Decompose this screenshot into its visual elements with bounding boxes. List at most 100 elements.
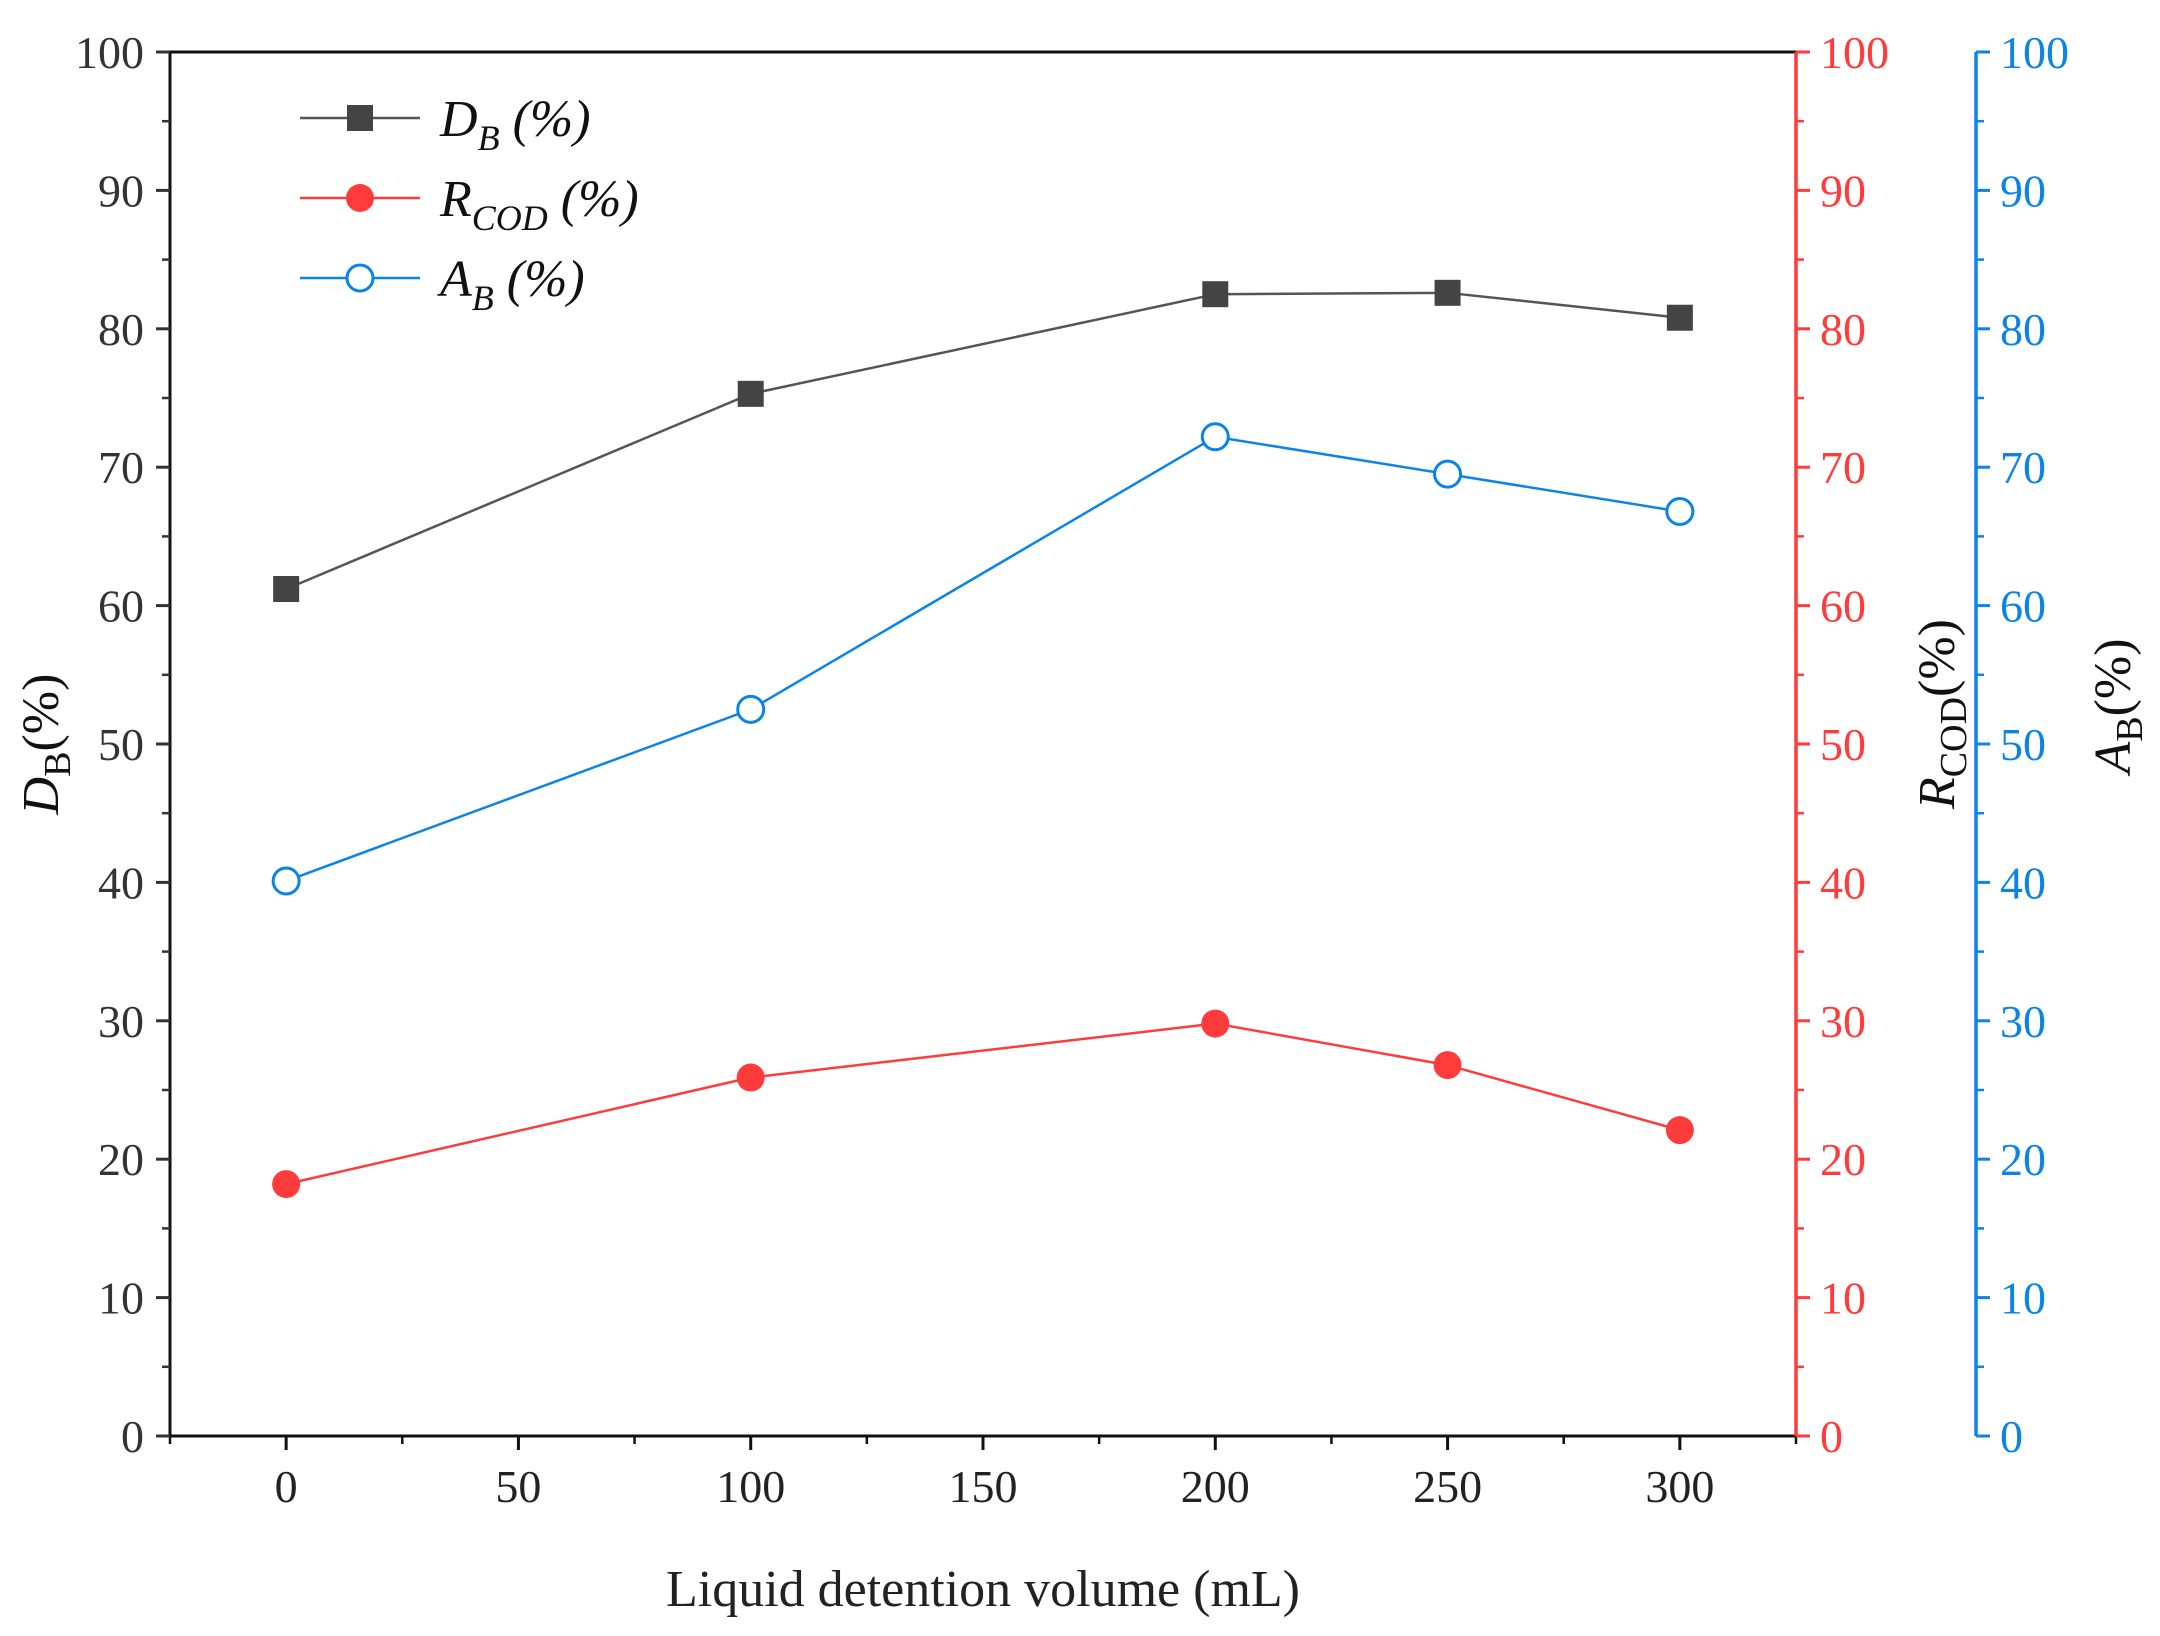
y-axis-right-rcod-tick-label: 80: [1820, 304, 1866, 355]
y-axis-right-ab-title: AB(%): [2085, 638, 2151, 776]
legend-label-main: D: [439, 91, 478, 148]
y-axis-right-ab-tick-label: 0: [2000, 1411, 2023, 1462]
series-2: [271, 422, 1695, 896]
y-axis-right-rcod-tick-label: 60: [1820, 581, 1866, 632]
x-tick-label: 0: [275, 1461, 298, 1512]
y-axis-left-title-sub: B: [37, 752, 79, 777]
y-axis-right-rcod-tick-label: 0: [1820, 1411, 1843, 1462]
legend-label: AB (%): [437, 251, 585, 318]
plot-frame: [168, 50, 1798, 1438]
legend-label-tail: (%): [500, 91, 591, 148]
y-axis-left-tick-label: 80: [98, 304, 144, 355]
x-axis-title: Liquid detention volume (mL): [666, 1561, 1300, 1618]
y-axis-left-tick-label: 100: [75, 27, 144, 78]
y-axis-right-ab-tick-label: 30: [2000, 996, 2046, 1047]
y-axis-right-ab-tick-label: 20: [2000, 1134, 2046, 1185]
y-axis-left-tick-label: 10: [98, 1273, 144, 1324]
y-axis-left-tick-label: 0: [121, 1411, 144, 1462]
data-point: [271, 866, 301, 896]
data-point: [273, 575, 300, 602]
x-axis: 0 50 100 150 200 250 300: [168, 1436, 1798, 1512]
data-point: [736, 694, 766, 724]
y-axis-left-tick-label: 40: [98, 857, 144, 908]
data-point: [737, 380, 764, 407]
y-axis-right-ab-tick-label: 80: [2000, 304, 2046, 355]
legend-label-sub: B: [478, 118, 500, 158]
data-point: [736, 1063, 765, 1092]
y-axis-left-tick-label: 50: [98, 719, 144, 770]
data-point: [272, 1170, 301, 1199]
legend: DB (%)RCOD (%)AB (%): [300, 91, 639, 318]
y-axis-right-rcod-tick-label: 20: [1820, 1134, 1866, 1185]
legend-item-1: RCOD (%): [300, 171, 639, 238]
legend-label-tail: (%): [494, 251, 585, 308]
y-axis-left-tick-label: 30: [98, 996, 144, 1047]
gridless-plot-area: [168, 50, 1798, 1438]
legend-marker: [347, 105, 373, 131]
y-axis-left-tick-label: 20: [98, 1134, 144, 1185]
data-point: [1434, 279, 1461, 306]
y-axis-right-rcod-title-main: R: [1909, 777, 1966, 810]
series-layer: [271, 279, 1695, 1199]
data-point: [1201, 1009, 1230, 1038]
y-axis-right-ab-tick-label: 60: [2000, 581, 2046, 632]
legend-label: RCOD (%): [439, 171, 639, 238]
y-axis-right-ab: 0 10 20 30 40 50 60 70 80 90 100: [1974, 27, 2069, 1462]
x-tick-label: 200: [1181, 1461, 1250, 1512]
y-axis-right-ab-tick-label: 100: [2000, 27, 2069, 78]
data-point: [1665, 496, 1695, 526]
legend-label-main: A: [437, 251, 472, 308]
y-axis-right-ab-tick-label: 70: [2000, 442, 2046, 493]
series-line: [285, 1022, 1681, 1186]
x-tick-label: 250: [1413, 1461, 1482, 1512]
series-line: [285, 291, 1680, 591]
data-point: [1665, 1116, 1694, 1145]
y-axis-left: 0 10 20 30 40 50 60 70 80 90 100: [75, 27, 170, 1462]
y-axis-right-rcod: 0 10 20 30 40 50 60 70 80 90 100: [1794, 27, 1889, 1462]
data-point: [1433, 1051, 1462, 1080]
y-axis-right-rcod-tick-label: 30: [1820, 996, 1866, 1047]
y-axis-right-rcod-tick-label: 100: [1820, 27, 1889, 78]
y-axis-left-tick-label: 70: [98, 442, 144, 493]
legend-label: DB (%): [439, 91, 591, 158]
y-axis-right-rcod-tick-label: 50: [1820, 719, 1866, 770]
legend-label-sub: B: [472, 278, 494, 318]
x-tick-label: 150: [949, 1461, 1018, 1512]
legend-item-0: DB (%): [300, 91, 591, 158]
legend-marker: [345, 263, 375, 293]
y-axis-right-ab-title-tail: (%): [2085, 638, 2142, 716]
legend-label-main: R: [439, 171, 472, 228]
legend-label-sub: COD: [472, 198, 548, 238]
data-point: [1202, 281, 1229, 308]
x-tick-label: 300: [1645, 1461, 1714, 1512]
y-axis-right-ab-tick-label: 10: [2000, 1273, 2046, 1324]
y-axis-right-rcod-title-sub: COD: [1933, 697, 1975, 777]
x-tick-label: 100: [716, 1461, 785, 1512]
y-axis-left-title: DB(%): [13, 674, 79, 816]
y-axis-right-ab-tick-label: 40: [2000, 857, 2046, 908]
y-axis-right-rcod-title: RCOD(%): [1909, 619, 1975, 810]
series-line: [285, 435, 1681, 883]
y-axis-right-ab-tick-label: 90: [2000, 165, 2046, 216]
legend-item-2: AB (%): [300, 251, 585, 318]
legend-marker: [346, 184, 374, 212]
y-axis-right-ab-tick-label: 50: [2000, 719, 2046, 770]
y-axis-left-title-main: D: [13, 777, 70, 816]
data-point: [1666, 304, 1693, 331]
y-axis-right-rcod-title-tail: (%): [1909, 619, 1966, 697]
data-point: [1433, 459, 1463, 489]
series-1: [272, 1009, 1694, 1199]
y-axis-right-ab-title-sub: B: [2109, 716, 2151, 741]
y-axis-right-rcod-tick-label: 40: [1820, 857, 1866, 908]
y-axis-left-tick-label: 90: [98, 165, 144, 216]
y-axis-right-ab-title-main: A: [2085, 742, 2142, 777]
y-axis-right-rcod-tick-label: 10: [1820, 1273, 1866, 1324]
y-axis-right-rcod-tick-label: 70: [1820, 442, 1866, 493]
y-axis-left-title-tail: (%): [13, 674, 70, 752]
series-0: [273, 279, 1693, 602]
y-axis-right-rcod-tick-label: 90: [1820, 165, 1866, 216]
legend-label-tail: (%): [548, 171, 639, 228]
data-point: [1200, 422, 1230, 452]
y-axis-left-tick-label: 60: [98, 581, 144, 632]
